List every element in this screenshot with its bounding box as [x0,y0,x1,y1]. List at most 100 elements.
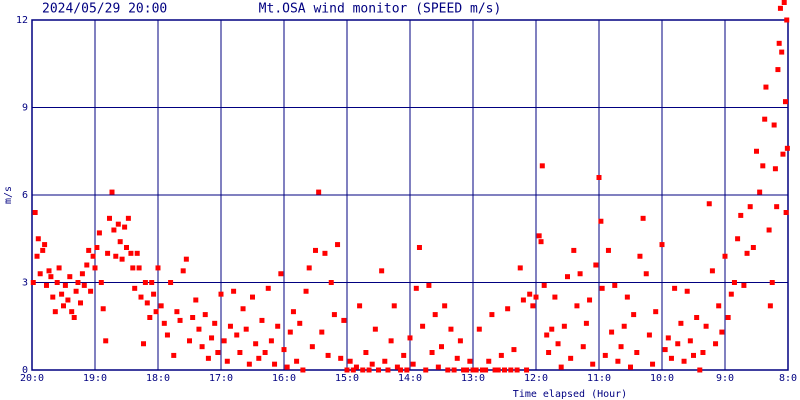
data-point [168,280,174,285]
data-point [464,367,470,373]
data-point [190,315,196,320]
data-point [766,227,772,233]
data-point [306,265,312,271]
data-point [783,210,789,215]
data-point [42,242,48,248]
data-point [111,227,117,233]
data-point [640,215,646,221]
data-point [78,300,84,306]
data-point [561,323,567,329]
data-point [32,210,38,215]
data-point [598,218,604,224]
data-point [659,242,665,248]
data-point [79,271,85,277]
data-point [706,201,712,207]
data-point [124,245,129,250]
data-point [725,315,731,320]
data-point [34,253,40,259]
data-point [750,245,756,250]
data-point [502,367,507,373]
data-point [90,253,96,259]
y-tick-label: 6 [22,190,28,201]
data-point [672,285,678,291]
data-point [401,352,407,358]
data-point [379,268,385,274]
data-point [275,323,281,329]
data-point [583,320,589,326]
data-point [86,247,92,253]
data-point [62,282,68,288]
x-tick-label: 11:0 [587,373,611,384]
data-point [508,367,514,373]
data-point [728,291,734,297]
x-tick-label: 13:0 [461,373,485,384]
data-point [88,288,94,294]
data-point [489,312,495,318]
data-point [142,280,148,285]
data-point [141,341,147,347]
data-point [322,250,328,256]
data-point [138,294,144,300]
data-point [357,303,363,309]
data-point [775,67,781,73]
data-point [407,335,413,341]
data-point [94,245,100,250]
data-point [237,350,243,355]
data-point [423,367,429,373]
data-point [117,239,123,245]
data-point [328,280,334,285]
data-point [454,355,460,361]
data-point [105,250,111,256]
data-point [394,364,400,370]
data-point [388,338,394,344]
data-point [731,280,737,285]
data-point [757,189,763,195]
data-point [331,312,337,318]
data-point [69,309,75,315]
data-point [153,309,159,315]
data-point [158,303,164,309]
data-point [637,253,643,259]
data-point [385,367,391,373]
data-point [212,320,218,326]
data-point [221,338,227,344]
data-point [398,367,404,373]
data-point [265,285,271,291]
data-point [580,344,586,350]
data-point [511,347,517,353]
data-point [524,367,530,373]
data-point [391,303,397,309]
data-point [52,309,58,315]
data-point [571,247,577,253]
data-point [533,294,539,300]
data-point [760,163,766,169]
data-point [231,288,237,294]
data-point [147,315,153,320]
data-point [498,352,504,358]
data-point [122,224,128,230]
data-point [174,309,180,315]
data-point [777,5,783,11]
data-point [65,297,71,303]
data-point [467,358,473,364]
data-point [546,350,552,355]
data-point [514,367,520,373]
data-point [432,312,438,318]
data-point [700,350,706,355]
data-point [769,280,775,285]
data-point [483,367,489,373]
data-point [457,338,463,344]
data-point [205,355,211,361]
data-point [335,242,341,248]
data-point [596,175,602,180]
data-point [442,303,448,309]
data-point [316,189,322,195]
data-point [461,367,467,373]
chart-subtitle: 2024/05/29 20:00 [42,2,167,17]
data-point [125,215,131,221]
data-point [771,122,777,128]
data-point [762,116,768,122]
x-tick-label: 10:0 [650,373,674,384]
data-point [744,250,750,256]
